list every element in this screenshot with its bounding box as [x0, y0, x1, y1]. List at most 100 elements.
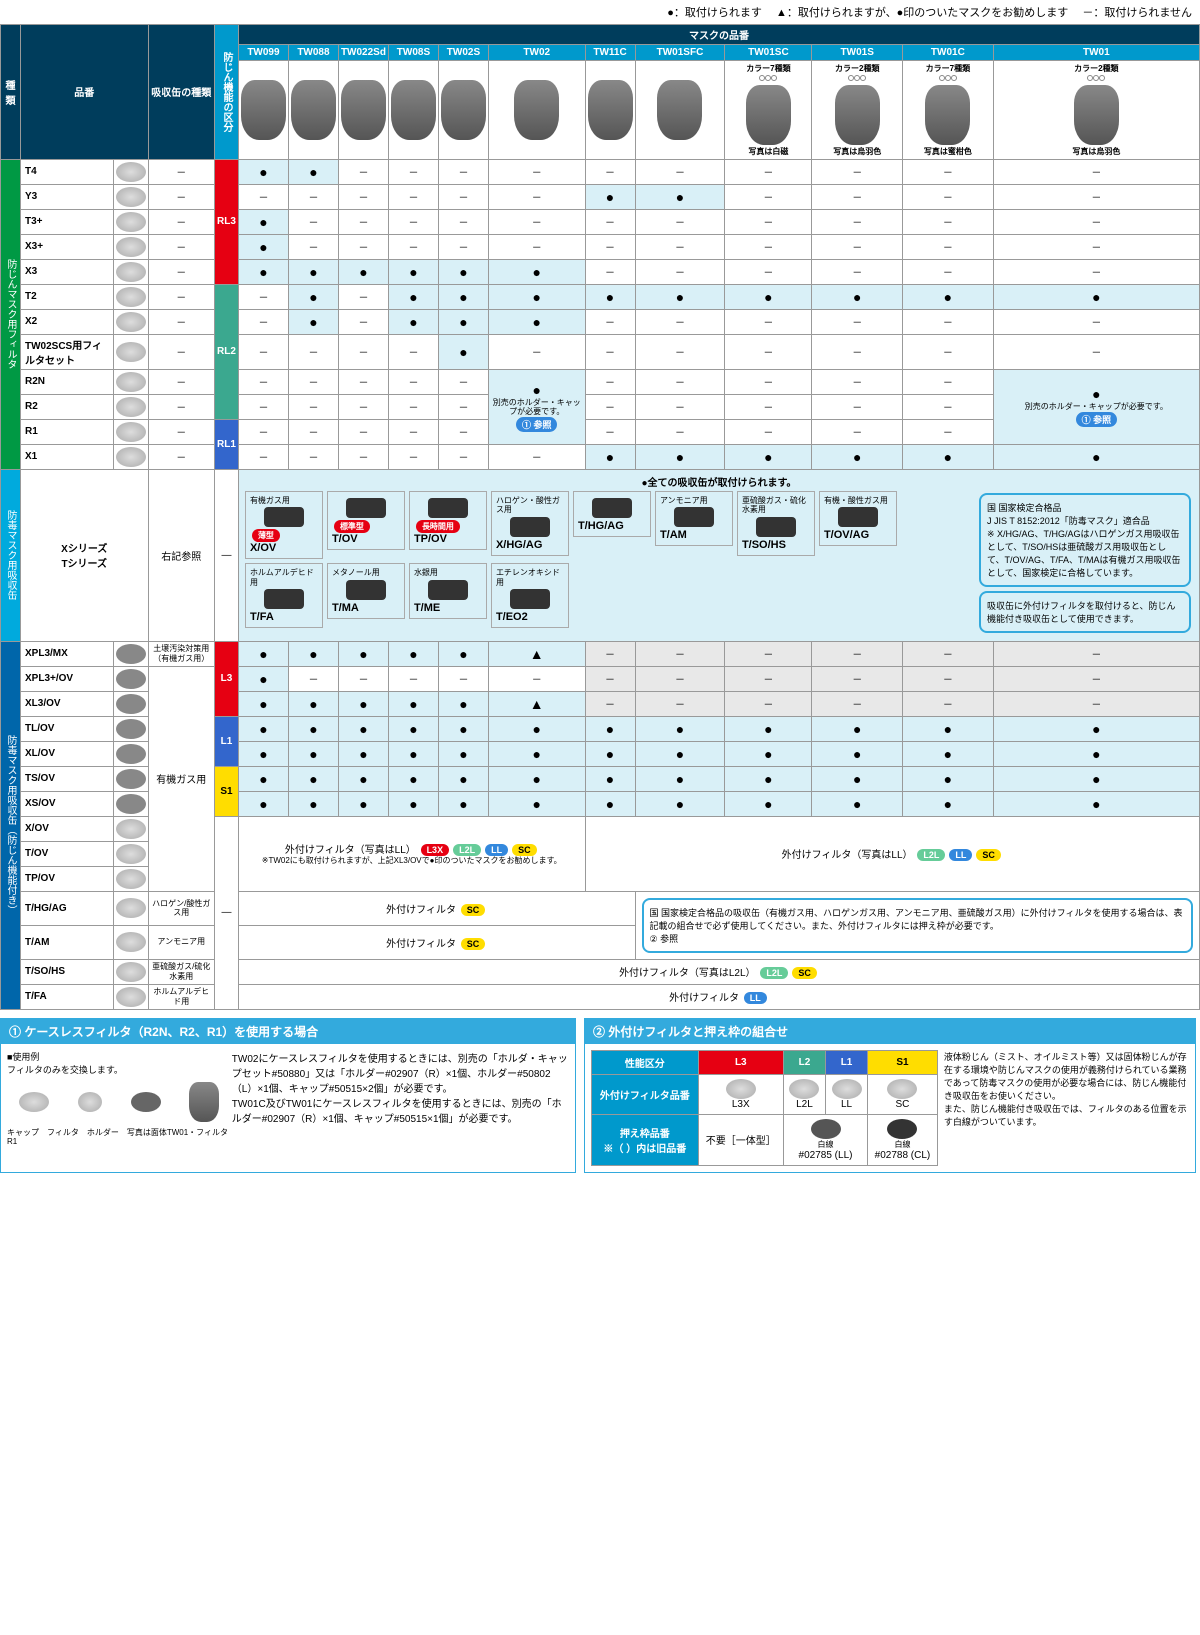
cell: － — [438, 234, 488, 259]
dust-row: Y3－－－－－－－●●－－－－ — [1, 184, 1200, 209]
cell: － — [725, 209, 812, 234]
cell: － — [488, 334, 585, 369]
cell: ● — [288, 309, 338, 334]
mask-img-TW01C: カラー7種類写真は蜜柑色 — [903, 61, 994, 160]
filter-name: R2N — [21, 369, 114, 394]
footer1-title: ① ケースレスフィルタ（R2N、R2、R1）を使用する場合 — [1, 1019, 575, 1044]
cell: ● — [238, 259, 288, 284]
cell: － — [488, 184, 585, 209]
cell: － — [338, 209, 388, 234]
mask-img-TW088 — [288, 61, 338, 160]
cell: － — [438, 369, 488, 394]
mask-col-TW088: TW088 — [288, 45, 338, 61]
cat-gasdust: 防毒マスク用吸収缶（防じん機能付き） — [1, 641, 21, 1009]
cell: － — [238, 369, 288, 394]
dust-row: X2－－●－●●●－－－－－－ — [1, 309, 1200, 334]
mask-col-TW022Sd: TW022Sd — [338, 45, 388, 61]
cell: － — [725, 419, 812, 444]
mask-img-TW01S: カラー2種類写真は烏羽色 — [812, 61, 903, 160]
cell: － — [635, 334, 725, 369]
cell: － — [388, 419, 438, 444]
cell: － — [812, 334, 903, 369]
cell: － — [585, 334, 635, 369]
cell: ● — [238, 234, 288, 259]
mask-col-TW11C: TW11C — [585, 45, 635, 61]
dust-row: X3+－●－－－－－－－－－－－ — [1, 234, 1200, 259]
cell: ● — [903, 444, 994, 469]
cell: ● — [993, 444, 1199, 469]
cell: － — [585, 209, 635, 234]
cell: － — [288, 444, 338, 469]
footer1-usage: ■使用例 フィルタのみを交換します。 — [7, 1050, 232, 1076]
gas-row: 防毒マスク用吸収缶Xシリーズ Tシリーズ右記参照―●全ての吸収缶が取付けられます… — [1, 469, 1200, 641]
cell: － — [488, 209, 585, 234]
cell: － — [388, 369, 438, 394]
cell: － — [993, 334, 1199, 369]
cell: － — [993, 159, 1199, 184]
cell: － — [338, 419, 388, 444]
cell: － — [338, 284, 388, 309]
cell: － — [812, 419, 903, 444]
mask-img-TW01: カラー2種類写真は烏羽色 — [993, 61, 1199, 160]
cell: － — [238, 419, 288, 444]
cell: － — [725, 394, 812, 419]
mask-col-TW01SFC: TW01SFC — [635, 45, 725, 61]
cell: － — [812, 234, 903, 259]
cap-img — [19, 1092, 49, 1112]
cell: － — [388, 209, 438, 234]
mask-img-TW02S — [438, 61, 488, 160]
cell: － — [585, 369, 635, 394]
cell: － — [903, 234, 994, 259]
filter-icon — [113, 309, 148, 334]
cell: ● — [635, 444, 725, 469]
cell: － — [288, 234, 338, 259]
cell: － — [585, 309, 635, 334]
mask-example-img — [189, 1082, 219, 1122]
hdr-type: 種類 — [1, 25, 21, 160]
filter-name: X3+ — [21, 234, 114, 259]
cell: － — [288, 209, 338, 234]
dust-row: X3－●●●●●●－－－－－－ — [1, 259, 1200, 284]
mask-img-TW08S — [388, 61, 438, 160]
hdr-dust: 防じん機能の区分 — [215, 25, 239, 160]
mask-col-TW02: TW02 — [488, 45, 585, 61]
mask-img-TW11C — [585, 61, 635, 160]
cell: － — [338, 184, 388, 209]
cell: － — [438, 209, 488, 234]
filter-img — [78, 1092, 102, 1112]
cell: － — [488, 159, 585, 184]
cell: ● — [993, 284, 1199, 309]
cell: ● — [635, 184, 725, 209]
cell: － — [993, 184, 1199, 209]
cat-gas: 防毒マスク用吸収缶 — [1, 469, 21, 641]
cell: ● — [288, 159, 338, 184]
cell: － — [635, 259, 725, 284]
filter-name: R2 — [21, 394, 114, 419]
cell: － — [725, 259, 812, 284]
cell: － — [488, 234, 585, 259]
cell: ● — [388, 259, 438, 284]
mask-col-TW01: TW01 — [993, 45, 1199, 61]
cell: － — [812, 209, 903, 234]
cell: ● — [388, 309, 438, 334]
class-RL2: RL2 — [215, 284, 239, 419]
hdr-can: 吸収缶の種類 — [148, 25, 215, 160]
cell: － — [388, 159, 438, 184]
cell: － — [288, 184, 338, 209]
filter-icon — [113, 334, 148, 369]
filter-icon — [113, 284, 148, 309]
mask-col-TW01S: TW01S — [812, 45, 903, 61]
footer2-table: 性能区分 L3 L2 L1 S1 外付けフィルタ品番 L3X L2L LL SC… — [591, 1050, 938, 1166]
cell: － — [635, 419, 725, 444]
filter-name: T4 — [21, 159, 114, 184]
cell: － — [388, 394, 438, 419]
cell: － — [903, 259, 994, 284]
cell: ● — [238, 159, 288, 184]
filter-name: Y3 — [21, 184, 114, 209]
cell: － — [288, 419, 338, 444]
cell: － — [903, 309, 994, 334]
cell: － — [238, 184, 288, 209]
cell: － — [585, 159, 635, 184]
footer-box-1: ① ケースレスフィルタ（R2N、R2、R1）を使用する場合 ■使用例 フィルタの… — [0, 1018, 576, 1173]
filter-name: T3+ — [21, 209, 114, 234]
